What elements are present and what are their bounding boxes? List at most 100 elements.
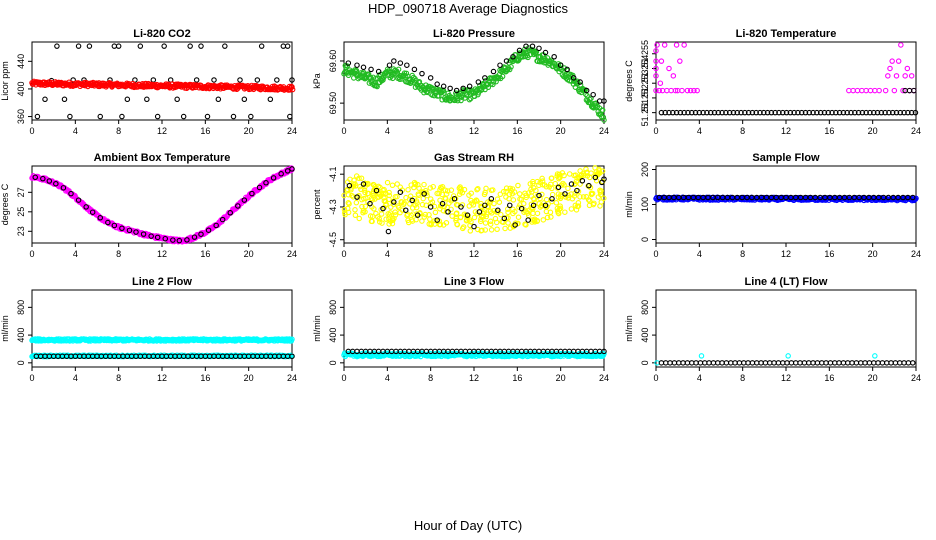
data-point-yellow: [503, 185, 510, 191]
data-point-cyan: [601, 351, 607, 357]
data-point-black: [736, 360, 743, 366]
y-axis-label: kPa: [312, 73, 322, 89]
plot-frame: [655, 41, 917, 121]
x-tick-label: 8: [740, 126, 745, 136]
data-point-black: [198, 231, 204, 237]
data-point-yellow: [369, 213, 376, 220]
data-point-yellow: [432, 209, 439, 216]
data-point-yellow: [346, 201, 352, 207]
data-point-yellow: [597, 170, 603, 176]
data-point-black: [671, 360, 678, 366]
data-point-yellow: [561, 172, 567, 179]
data-point-black: [86, 43, 93, 49]
data-point-black: [549, 196, 555, 202]
data-point-magenta: [846, 87, 852, 94]
data-point-black: [421, 191, 427, 197]
data-point-yellow: [468, 197, 474, 204]
data-point-yellow: [572, 180, 578, 187]
data-point-black: [734, 109, 740, 116]
data-point-black: [205, 227, 212, 233]
y-axis-label: Licor ppm: [0, 61, 10, 101]
data-point-magenta: [670, 73, 677, 79]
data-point-black: [814, 109, 820, 116]
data-point-yellow: [478, 216, 484, 222]
data-point-magenta: [653, 73, 659, 79]
data-point-black: [280, 43, 287, 49]
data-point-yellow: [360, 208, 367, 214]
y-axis-label: ml/min: [312, 315, 322, 342]
data-point-yellow: [477, 218, 484, 225]
x-tick-label: 12: [781, 373, 791, 383]
data-point-black: [670, 109, 676, 116]
data-point-black: [451, 196, 458, 202]
data-point-black: [753, 360, 760, 366]
data-point-black: [866, 360, 873, 366]
chart-line2: Line 2 Flow ml/min 0 4 8 12 16 20 24 0 400 800: [0, 276, 297, 383]
data-point-yellow: [439, 184, 446, 190]
data-point-green: [395, 66, 402, 73]
data-point-yellow: [437, 197, 443, 204]
data-point-black: [805, 360, 812, 366]
data-point-yellow: [594, 170, 601, 177]
data-point-black: [254, 77, 261, 83]
data-point-yellow: [547, 181, 554, 187]
data-point-yellow: [537, 195, 543, 202]
data-point-yellow: [556, 175, 562, 182]
chart-title: Line 4 (LT) Flow: [745, 276, 828, 288]
data-point-green: [401, 70, 408, 76]
data-point-yellow: [357, 183, 363, 190]
data-point-black: [42, 96, 48, 103]
data-point-black: [810, 109, 816, 116]
data-point-yellow: [362, 203, 369, 210]
data-point-black: [375, 68, 382, 75]
data-point-black: [764, 109, 771, 116]
data-point-yellow: [458, 186, 464, 192]
data-point-yellow: [496, 199, 503, 205]
data-point-black: [795, 109, 801, 116]
data-point-yellow: [544, 214, 551, 221]
x-tick-label: 0: [341, 373, 346, 383]
y-tick-label: 200: [640, 162, 650, 177]
data-point-black: [373, 187, 380, 194]
data-point-yellow: [494, 226, 500, 233]
data-point-yellow: [507, 185, 513, 192]
y-axis-label: degrees C: [624, 60, 634, 102]
data-point-red: [289, 86, 296, 93]
data-point-magenta: [895, 58, 902, 64]
data-point-black: [715, 109, 722, 116]
data-point-yellow: [539, 175, 545, 182]
data-point-yellow: [427, 196, 434, 202]
data-point-black: [857, 360, 864, 366]
data-point-black: [704, 109, 710, 116]
data-point-yellow: [448, 187, 455, 193]
data-point-yellow: [415, 191, 421, 197]
data-point-yellow: [409, 205, 416, 211]
data-point-black: [745, 109, 752, 116]
data-point-yellow: [444, 188, 451, 194]
data-point-black: [111, 43, 118, 49]
data-point-yellow: [497, 191, 504, 198]
data-point-magenta: [900, 87, 906, 94]
data-point-yellow: [341, 206, 348, 213]
x-tick-label: 16: [824, 373, 834, 383]
data-point-black: [579, 177, 586, 184]
data-point-black: [241, 197, 248, 203]
data-point-yellow: [421, 181, 427, 188]
data-point-yellow: [371, 182, 377, 188]
data-point-green: [485, 84, 492, 91]
data-point-yellow: [454, 221, 461, 228]
data-point-magenta: [891, 87, 898, 94]
data-point-yellow: [434, 190, 440, 197]
data-point-black: [464, 212, 471, 218]
x-tick-label: 16: [200, 126, 210, 136]
series-layer: [653, 42, 919, 116]
data-point-black: [530, 202, 537, 209]
data-point-black: [555, 184, 562, 191]
data-point-magenta: [872, 87, 878, 94]
data-point-magenta: [902, 73, 908, 79]
data-point-green: [572, 84, 579, 90]
y-tick-label: 27: [16, 187, 26, 197]
data-point-yellow: [386, 221, 392, 227]
data-point-black: [662, 360, 669, 366]
data-point-yellow: [532, 216, 538, 222]
